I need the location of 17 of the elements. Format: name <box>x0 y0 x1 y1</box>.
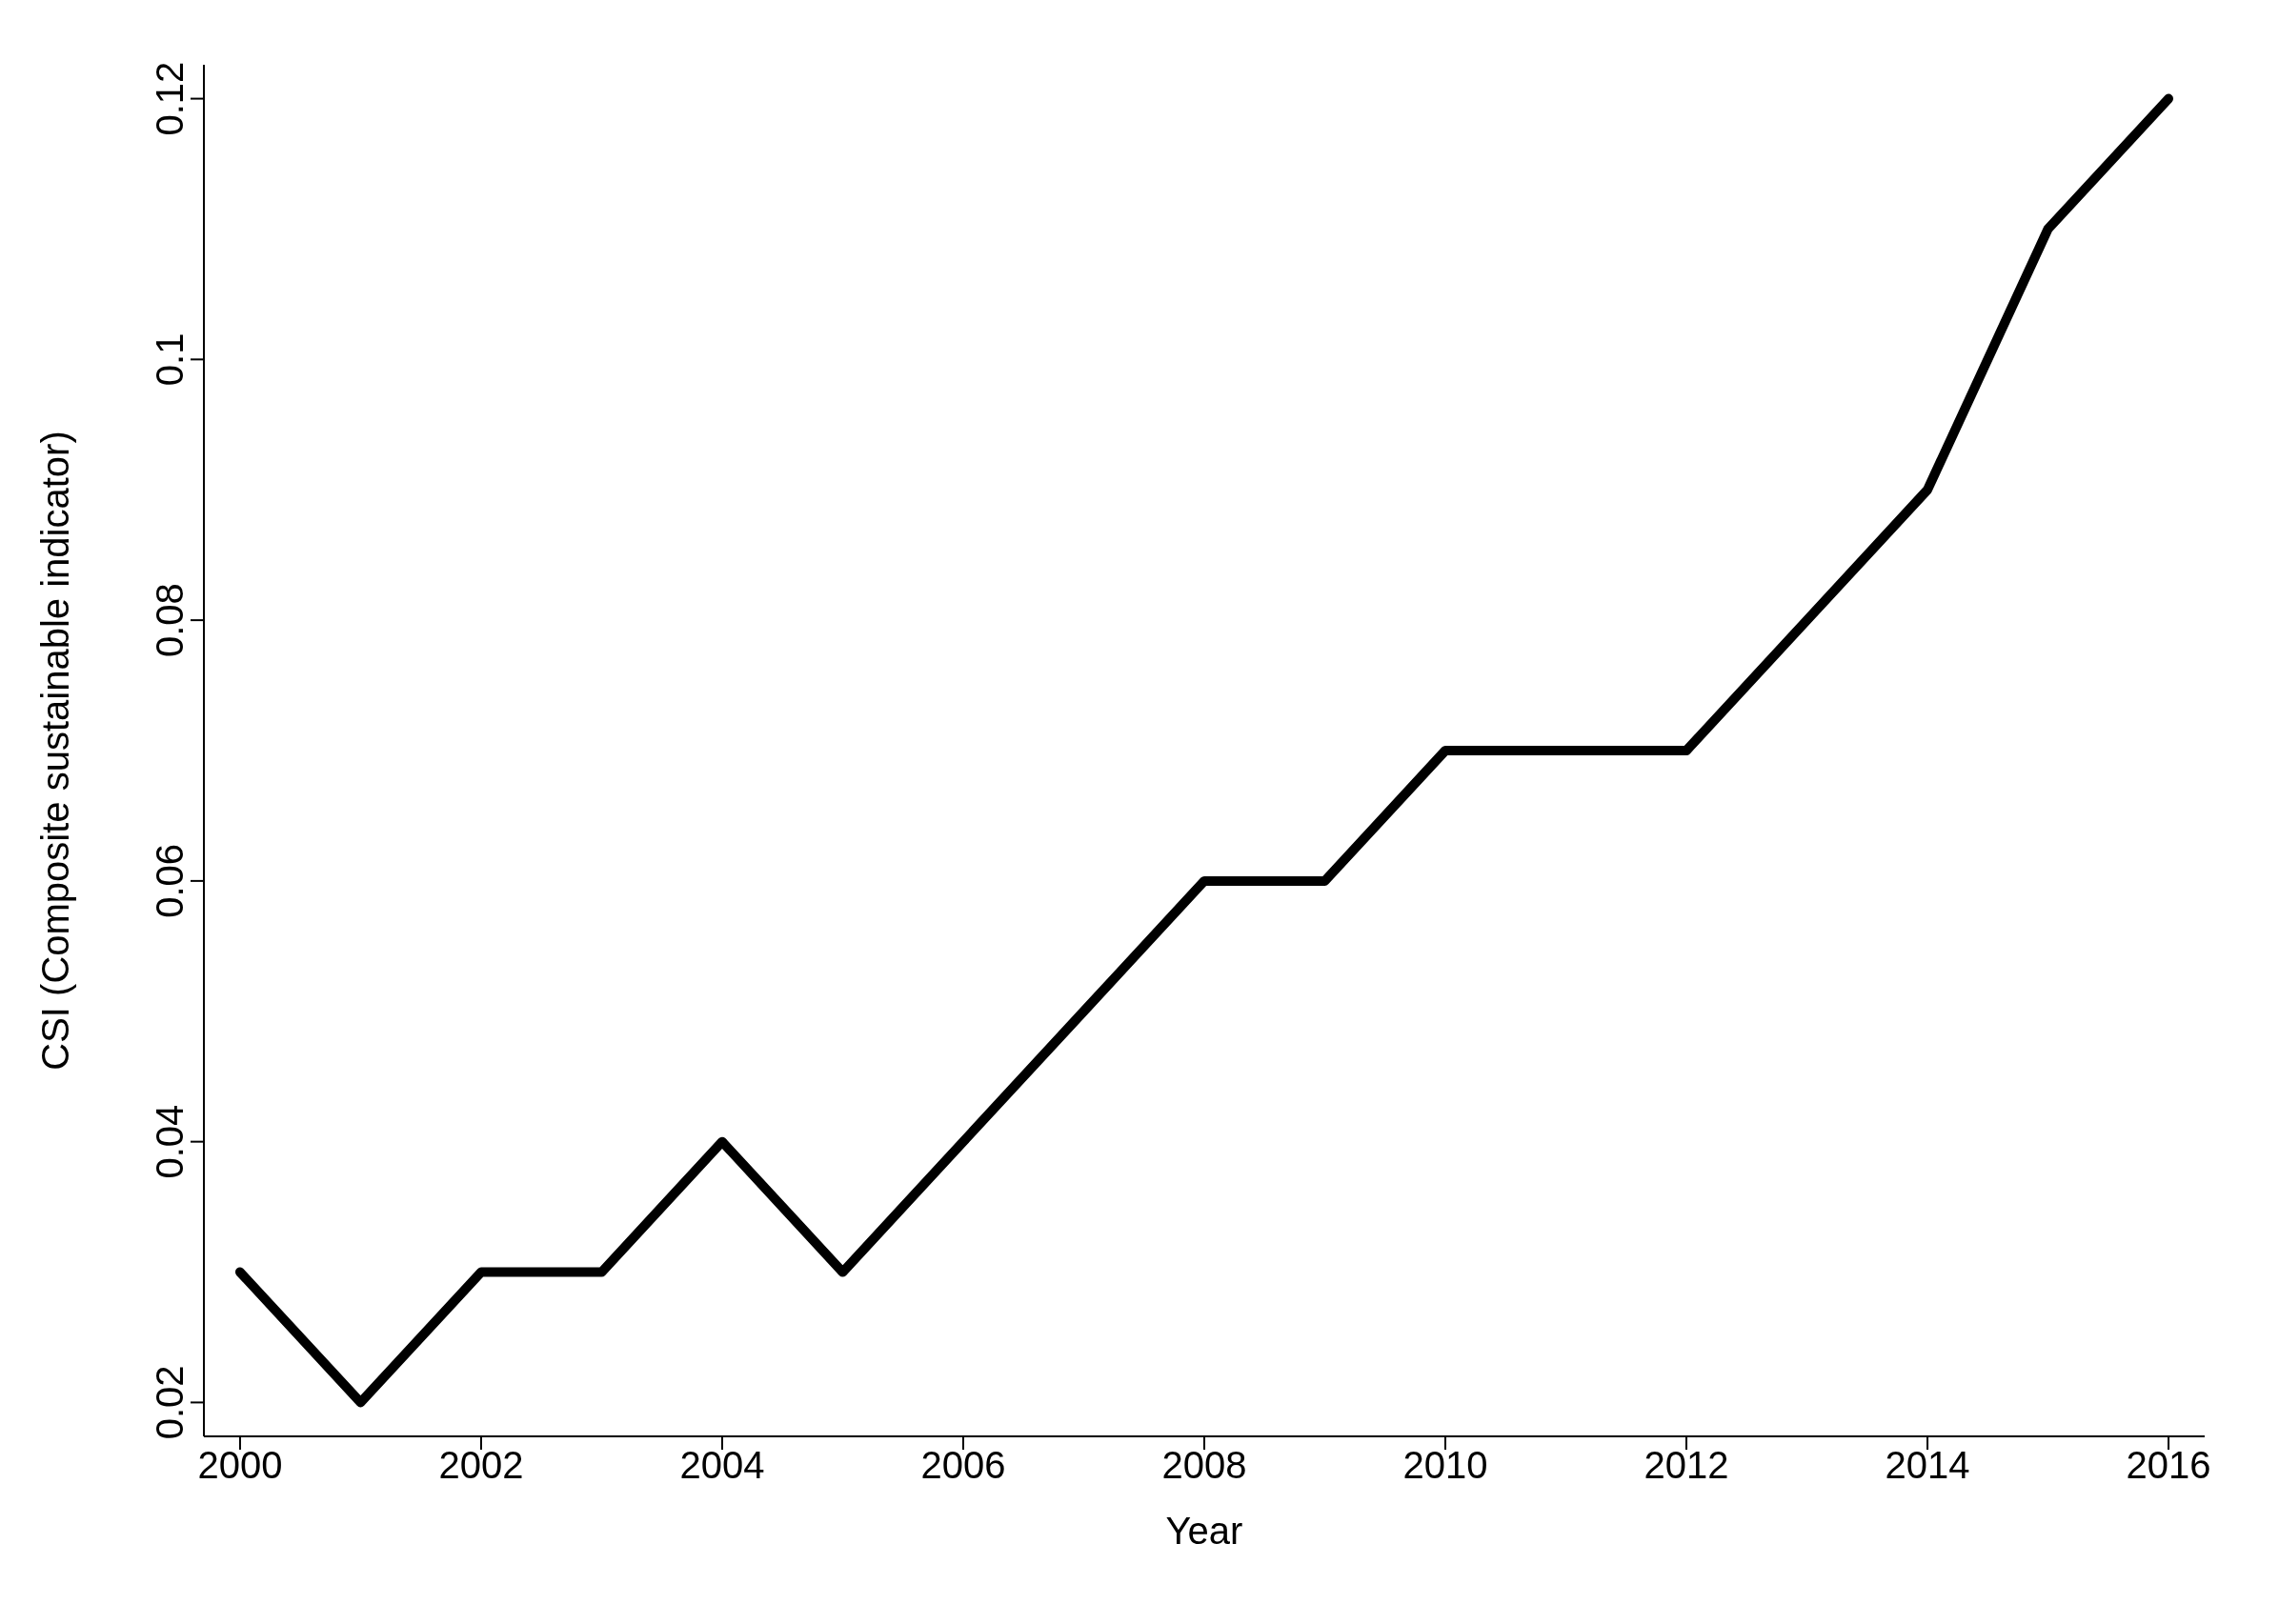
y-tick-label: 0.08 <box>149 583 191 658</box>
x-tick-label: 2008 <box>1161 1444 1247 1487</box>
x-tick-label: 2004 <box>679 1444 765 1487</box>
x-tick-label: 2014 <box>1885 1444 1970 1487</box>
y-axis-title: CSI (Composite sustainable indicator) <box>34 431 77 1071</box>
x-tick-label: 2002 <box>438 1444 524 1487</box>
x-tick-label: 2010 <box>1402 1444 1488 1487</box>
y-tick-label: 0.12 <box>149 61 191 136</box>
x-tick-label: 2006 <box>920 1444 1006 1487</box>
x-tick-label: 2000 <box>197 1444 283 1487</box>
y-tick-label: 0.02 <box>149 1365 191 1440</box>
x-tick-label: 2016 <box>2126 1444 2211 1487</box>
x-tick-label: 2012 <box>1644 1444 1729 1487</box>
y-tick-label: 0.06 <box>149 843 191 918</box>
y-tick-label: 0.04 <box>149 1104 191 1179</box>
x-axis-title: Year <box>1165 1510 1243 1553</box>
y-tick-label: 0.1 <box>149 332 191 387</box>
